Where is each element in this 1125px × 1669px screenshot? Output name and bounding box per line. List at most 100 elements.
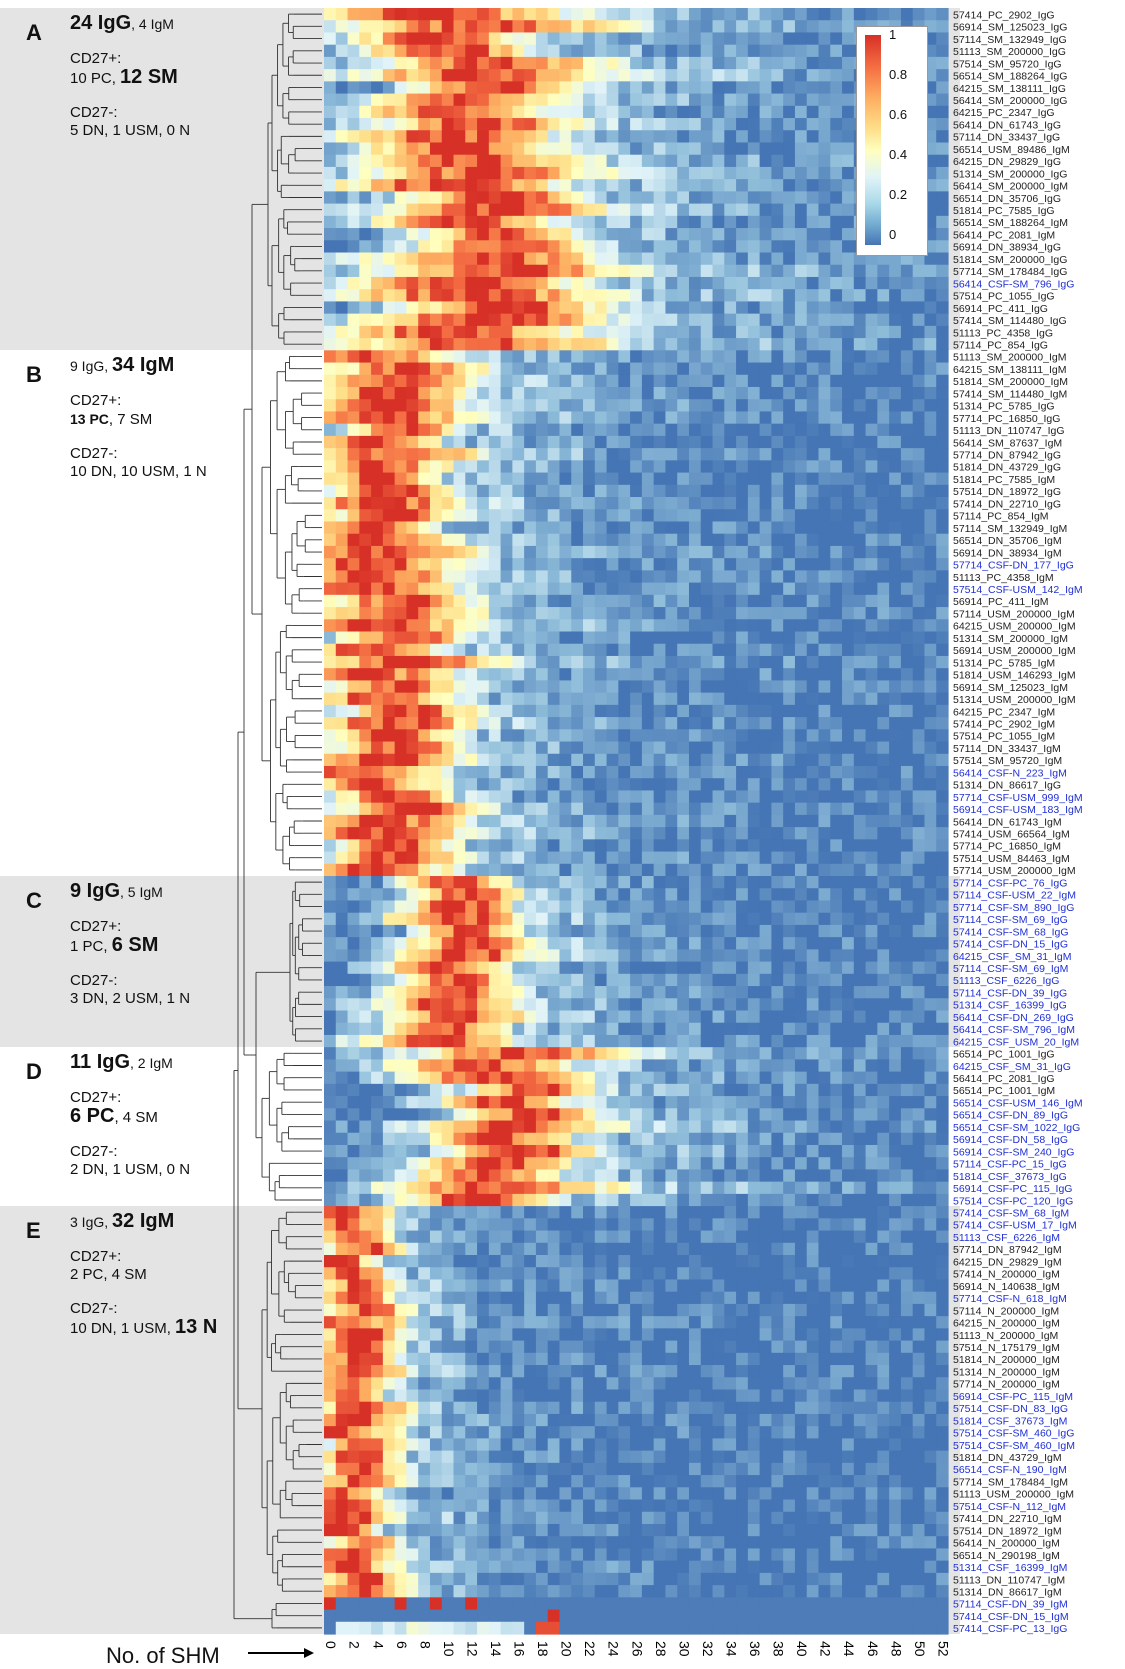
- heatmap-cell: [559, 253, 571, 266]
- heatmap-cell: [913, 607, 925, 620]
- heatmap-cell: [618, 411, 630, 424]
- heatmap-cell: [406, 118, 418, 131]
- heatmap-cell: [783, 314, 795, 327]
- heatmap-cell: [901, 644, 913, 657]
- heatmap-cell: [359, 949, 371, 962]
- heatmap-cell: [842, 742, 854, 755]
- heatmap-cell: [677, 399, 689, 412]
- heatmap-cell: [807, 81, 819, 94]
- heatmap-cell: [595, 705, 607, 718]
- heatmap-cell: [642, 399, 654, 412]
- heatmap-cell: [677, 827, 689, 840]
- heatmap-cell: [807, 974, 819, 987]
- heatmap-cell: [595, 69, 607, 82]
- heatmap-cell: [571, 473, 583, 486]
- heatmap-cell: [477, 888, 489, 901]
- heatmap-cell: [689, 583, 701, 596]
- heatmap-cell: [866, 301, 878, 314]
- heatmap-cell: [724, 314, 736, 327]
- heatmap-cell: [818, 32, 830, 45]
- heatmap-cell: [642, 668, 654, 681]
- heatmap-cell: [760, 350, 772, 363]
- heatmap-cell: [630, 399, 642, 412]
- heatmap-cell: [677, 253, 689, 266]
- heatmap-cell: [324, 570, 336, 583]
- heatmap-cell: [489, 839, 501, 852]
- heatmap-cell: [465, 839, 477, 852]
- heatmap-cell: [559, 240, 571, 253]
- heatmap-cell: [760, 485, 772, 498]
- heatmap-cell: [689, 534, 701, 547]
- heatmap-cell: [418, 803, 430, 816]
- heatmap-cell: [465, 485, 477, 498]
- heatmap-cell: [807, 155, 819, 168]
- heatmap-cell: [913, 534, 925, 547]
- heatmap-cell: [501, 729, 513, 742]
- heatmap-cell: [548, 179, 560, 192]
- heatmap-cell: [336, 253, 348, 266]
- heatmap-cell: [465, 876, 477, 889]
- heatmap-cell: [889, 497, 901, 510]
- heatmap-cell: [418, 81, 430, 94]
- heatmap-cell: [524, 45, 536, 58]
- heatmap-cell: [442, 803, 454, 816]
- heatmap-cell: [630, 1011, 642, 1024]
- heatmap-cell: [689, 803, 701, 816]
- heatmap-cell: [571, 949, 583, 962]
- heatmap-cell: [489, 962, 501, 975]
- heatmap-cell: [889, 680, 901, 693]
- heatmap-cell: [477, 778, 489, 791]
- heatmap-cell: [901, 717, 913, 730]
- heatmap-cell: [677, 876, 689, 889]
- heatmap-cell: [359, 632, 371, 645]
- heatmap-cell: [418, 167, 430, 180]
- heatmap-cell: [689, 949, 701, 962]
- heatmap-cell: [654, 191, 666, 204]
- heatmap-cell: [583, 106, 595, 119]
- heatmap-cell: [783, 8, 795, 21]
- heatmap-cell: [854, 680, 866, 693]
- heatmap-cell: [454, 583, 466, 596]
- heatmap-cell: [548, 619, 560, 632]
- heatmap-cell: [571, 32, 583, 45]
- heatmap-cell: [724, 693, 736, 706]
- heatmap-cell: [571, 253, 583, 266]
- heatmap-cell: [442, 815, 454, 828]
- heatmap-cell: [701, 45, 713, 58]
- heatmap-cell: [618, 998, 630, 1011]
- heatmap-cell: [571, 411, 583, 424]
- heatmap-cell: [866, 900, 878, 913]
- heatmap-cell: [713, 705, 725, 718]
- heatmap-cell: [630, 289, 642, 302]
- heatmap-cell: [595, 118, 607, 131]
- heatmap-cell: [701, 766, 713, 779]
- heatmap-cell: [818, 106, 830, 119]
- heatmap-cell: [630, 350, 642, 363]
- heatmap-cell: [807, 876, 819, 889]
- heatmap-cell: [559, 155, 571, 168]
- heatmap-cell: [689, 619, 701, 632]
- heatmap-cell: [936, 925, 948, 938]
- heatmap-cell: [442, 913, 454, 926]
- heatmap-cell: [924, 509, 936, 522]
- heatmap-cell: [395, 45, 407, 58]
- heatmap-cell: [866, 265, 878, 278]
- heatmap-cell: [630, 534, 642, 547]
- heatmap-cell: [395, 546, 407, 559]
- heatmap-cell: [783, 289, 795, 302]
- heatmap-cell: [783, 742, 795, 755]
- heatmap-cell: [913, 350, 925, 363]
- heatmap-cell: [548, 632, 560, 645]
- heatmap-cell: [548, 20, 560, 33]
- heatmap-cell: [336, 57, 348, 70]
- heatmap-cell: [818, 497, 830, 510]
- heatmap-cell: [642, 424, 654, 437]
- heatmap-cell: [901, 790, 913, 803]
- heatmap-cell: [724, 69, 736, 82]
- heatmap-cell: [818, 790, 830, 803]
- heatmap-cell: [465, 705, 477, 718]
- heatmap-cell: [559, 204, 571, 217]
- heatmap-cell: [524, 815, 536, 828]
- heatmap-cell: [418, 326, 430, 339]
- heatmap-cell: [430, 473, 442, 486]
